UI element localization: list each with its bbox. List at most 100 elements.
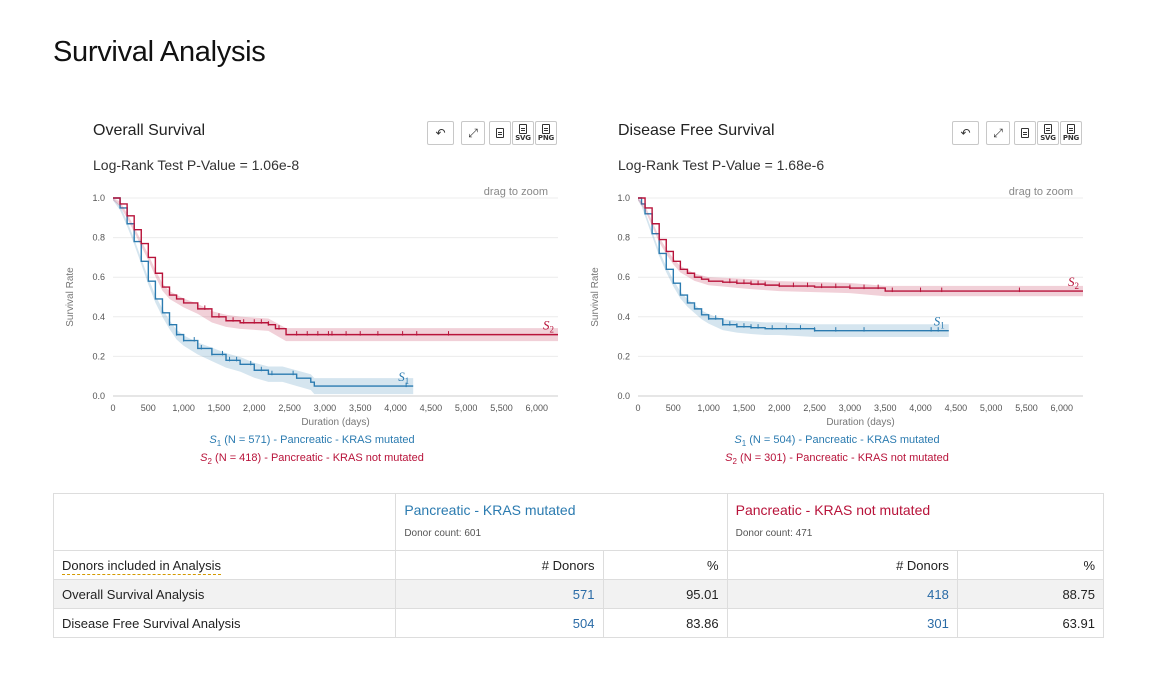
png-label: PNG (1062, 134, 1080, 142)
donors-included-tooltip-label[interactable]: Donors included in Analysis (62, 557, 221, 575)
reset-zoom-button[interactable]: ↶ (952, 121, 979, 145)
log-rank-pvalue: Log-Rank Test P-Value = 1.06e-8 (93, 157, 300, 173)
download-svg-button[interactable]: SVG (512, 121, 534, 145)
cohort-1-header: Pancreatic - KRAS mutated Donor count: 6… (395, 493, 728, 551)
col-percent-header: % (956, 550, 1105, 580)
legend-series-2: S2 (N = 301) - Pancreatic - KRAS not mut… (577, 452, 1097, 466)
x-tick-label: 0 (635, 403, 640, 413)
series-end-label-sub: 2 (1075, 281, 1080, 291)
x-tick-label: 6,000 (1051, 403, 1074, 413)
undo-icon: ↶ (960, 126, 971, 140)
undo-icon: ↶ (435, 126, 446, 140)
y-tick-label: 0.4 (617, 312, 630, 322)
percent-value: 95.01 (602, 579, 728, 609)
donor-count-link[interactable]: 418 (726, 579, 958, 609)
donor-count: Donor count: 601 (404, 528, 482, 539)
x-tick-label: 0 (110, 403, 115, 413)
percent-value: 83.86 (602, 608, 728, 638)
download-png-button[interactable]: PNG (1060, 121, 1082, 145)
x-tick-label: 4,500 (945, 403, 968, 413)
x-tick-label: 3,000 (314, 403, 337, 413)
expand-button[interactable]: ⤢ (986, 121, 1010, 145)
donor-count: Donor count: 471 (735, 528, 813, 539)
series-end-label-sub: 1 (405, 376, 410, 386)
x-tick-label: 2,500 (278, 403, 301, 413)
x-tick-label: 2,000 (243, 403, 266, 413)
column-header-row: Donors included in Analysis # Donors % #… (52, 550, 1105, 580)
x-tick-label: 1,000 (697, 403, 720, 413)
donor-count-link[interactable]: 571 (395, 579, 604, 609)
reset-zoom-button[interactable]: ↶ (427, 121, 454, 145)
svg-label: SVG (515, 134, 531, 142)
cohort-name: Pancreatic - KRAS not mutated (735, 502, 931, 518)
x-tick-label: 2,000 (768, 403, 791, 413)
drag-to-zoom-hint: drag to zoom (1009, 186, 1073, 198)
x-tick-label: 5,500 (1015, 403, 1038, 413)
confidence-band-s1 (113, 198, 414, 395)
image-file-icon (519, 124, 527, 134)
x-tick-label: 4,000 (909, 403, 932, 413)
x-axis-title: Duration (days) (826, 417, 894, 428)
y-tick-label: 0.4 (92, 312, 105, 322)
legend-text: (N = 301) - Pancreatic - KRAS not mutate… (736, 452, 949, 464)
svg-label: SVG (1040, 134, 1056, 142)
legend-sub: 2 (732, 457, 737, 467)
expand-icon: ⤢ (468, 125, 478, 140)
legend-prefix: S (725, 452, 733, 464)
x-tick-label: 5,500 (490, 403, 513, 413)
legend-prefix: S (200, 452, 208, 464)
survival-line-s1[interactable] (113, 197, 414, 387)
legend-text: (N = 418) - Pancreatic - KRAS not mutate… (211, 452, 424, 464)
series-end-label: S2 (543, 318, 554, 335)
download-tsv-button[interactable] (489, 121, 511, 145)
x-tick-label: 3,000 (839, 403, 862, 413)
expand-button[interactable]: ⤢ (461, 121, 485, 145)
x-tick-label: 6,000 (526, 403, 549, 413)
chart-title: Overall Survival (93, 122, 206, 139)
confidence-band-s1 (638, 198, 949, 338)
survival-line-s1[interactable] (638, 197, 949, 332)
col-donors-header: # Donors (395, 550, 604, 580)
png-label: PNG (537, 134, 555, 142)
confidence-band-s2 (638, 198, 1083, 297)
survival-line-s2[interactable] (638, 197, 1083, 292)
document-icon (1021, 128, 1029, 138)
x-tick-label: 1,500 (208, 403, 231, 413)
download-svg-button[interactable]: SVG (1037, 121, 1059, 145)
image-file-icon (1044, 124, 1052, 134)
percent-value: 63.91 (956, 608, 1105, 638)
x-tick-label: 3,500 (349, 403, 372, 413)
y-tick-label: 0.6 (617, 272, 630, 282)
log-rank-pvalue: Log-Rank Test P-Value = 1.68e-6 (618, 157, 825, 173)
series-end-label: S1 (398, 369, 409, 386)
legend-series-2: S2 (N = 418) - Pancreatic - KRAS not mut… (52, 452, 572, 466)
y-tick-label: 0.8 (92, 233, 105, 243)
drag-to-zoom-hint: drag to zoom (484, 186, 548, 198)
legend-series-1: S1 (N = 571) - Pancreatic - KRAS mutated (52, 434, 572, 448)
disease-free-survival-panel: Disease Free Survival Log-Rank Test P-Va… (577, 112, 1097, 482)
survival-line-s2[interactable] (113, 197, 558, 336)
image-file-icon (1067, 124, 1075, 134)
legend-sub: 1 (741, 439, 747, 449)
legend-text: (N = 571) - Pancreatic - KRAS mutated (221, 434, 415, 446)
legend-sub: 2 (207, 457, 212, 467)
y-tick-label: 0.2 (92, 351, 105, 361)
y-tick-label: 0.8 (617, 233, 630, 243)
donor-count-link[interactable]: 504 (395, 608, 604, 638)
y-tick-label: 0.0 (617, 391, 630, 401)
y-tick-label: 1.0 (617, 193, 630, 203)
download-tsv-button[interactable] (1014, 121, 1036, 145)
x-tick-label: 500 (141, 403, 156, 413)
x-axis-title: Duration (days) (301, 417, 369, 428)
series-end-label: S2 (1068, 274, 1079, 291)
y-tick-label: 1.0 (92, 193, 105, 203)
x-tick-label: 3,500 (874, 403, 897, 413)
overall-survival-plot[interactable]: drag to zoom 0.0 0.2 0.4 0.6 0.8 1.0 0 500 1,000… (52, 178, 572, 428)
y-axis-title: Survival Rate (590, 267, 601, 327)
expand-icon: ⤢ (993, 125, 1003, 140)
disease-free-survival-plot[interactable]: drag to zoom 0.0 0.2 0.4 0.6 0.8 1.0 0 500 1,000… (577, 178, 1097, 428)
y-tick-label: 0.0 (92, 391, 105, 401)
y-axis-title: Survival Rate (65, 267, 76, 327)
donor-count-link[interactable]: 301 (726, 608, 958, 638)
download-png-button[interactable]: PNG (535, 121, 557, 145)
